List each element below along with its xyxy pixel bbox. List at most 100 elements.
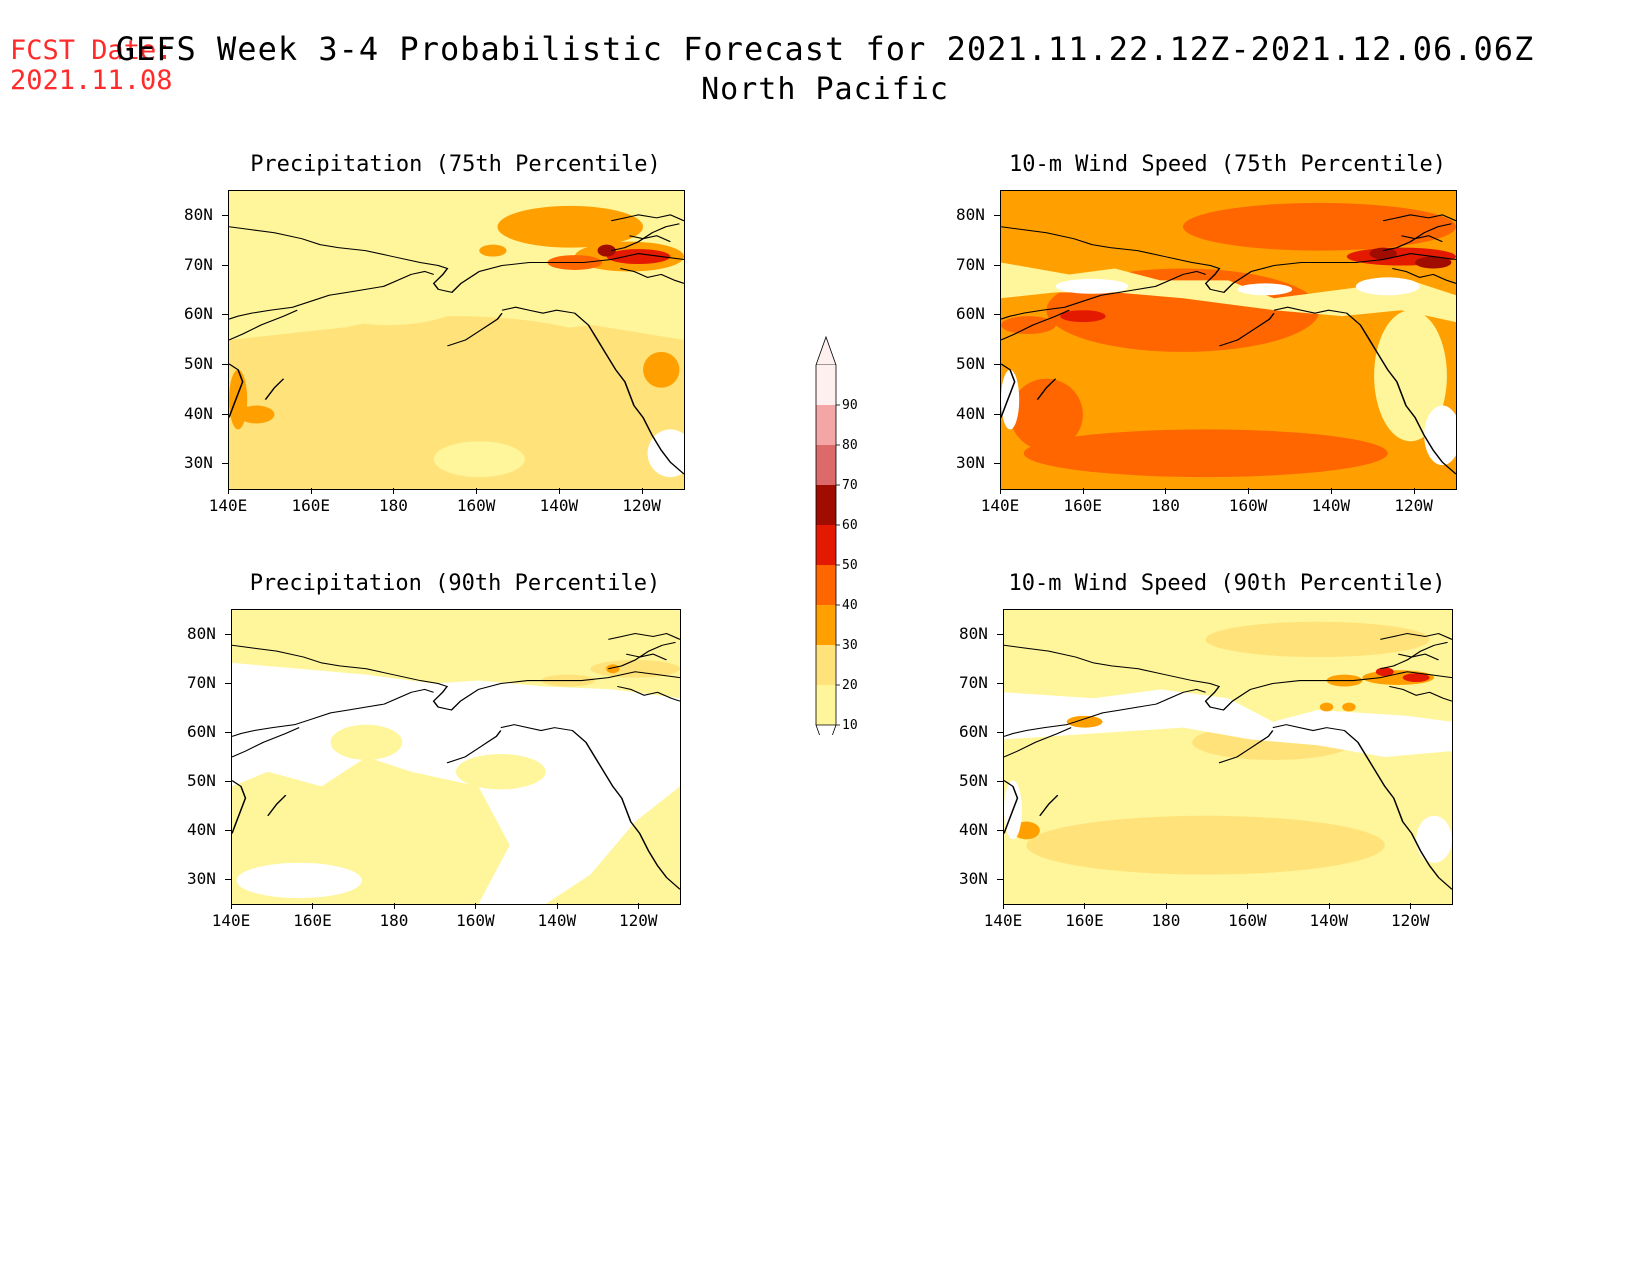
lon-tick-mark [1165, 903, 1167, 909]
lat-tick-label: 80N [184, 204, 213, 224]
lon-tick-mark [1413, 488, 1415, 494]
map-field [1004, 610, 1452, 904]
map-plot-area [1003, 609, 1453, 905]
legend-swatch [816, 565, 836, 605]
forecast-date-block: FCST Date: 2021.11.08 [10, 36, 173, 96]
lon-tick-mark [641, 488, 643, 494]
lon-tick-mark [393, 488, 395, 494]
lon-tick-mark [1410, 903, 1412, 909]
lon-tick-mark [228, 488, 229, 494]
lon-tick-label: 180 [379, 496, 408, 515]
lat-tick-mark [222, 463, 228, 465]
lon-tick-mark [231, 903, 232, 909]
lon-tick-mark [1000, 488, 1001, 494]
lat-tick-label: 60N [187, 721, 216, 741]
lat-tick-mark [997, 878, 1003, 880]
panel-title: 10-m Wind Speed (90th Percentile) [1008, 571, 1446, 596]
lat-tick-mark [994, 214, 1000, 216]
lon-tick-mark [1003, 903, 1004, 909]
lat-tick-label: 40N [187, 819, 216, 839]
lat-tick-label: 70N [959, 672, 988, 692]
forecast-date-value: 2021.11.08 [10, 65, 173, 96]
lat-tick-mark [997, 780, 1003, 782]
lon-tick-label: 140E [211, 911, 251, 930]
legend-label: 50 [842, 558, 858, 573]
lon-tick-label: 120W [1391, 911, 1430, 930]
legend-swatch [816, 605, 836, 645]
lon-tick-label: 180 [379, 911, 409, 930]
lat-tick-label: 40N [184, 403, 213, 423]
legend-label: 10 [842, 718, 858, 733]
lat-tick-label: 40N [956, 403, 985, 423]
color-legend: 90 80 70 60 50 40 30 20 10 [812, 335, 892, 755]
lon-tick-mark [558, 488, 560, 494]
legend-swatch [816, 445, 836, 485]
lon-tick-mark [476, 488, 478, 494]
lon-tick-label: 160W [1228, 911, 1267, 930]
lat-tick-mark [225, 633, 231, 635]
lon-tick-label: 120W [622, 496, 661, 515]
lat-tick-label: 60N [956, 304, 985, 324]
lon-tick-mark [1330, 488, 1332, 494]
legend-label: 80 [842, 438, 858, 453]
legend-label: 30 [842, 638, 858, 653]
region-subtitle: North Pacific [701, 72, 949, 107]
lat-tick-mark [997, 731, 1003, 733]
lon-tick-label: 140W [1309, 911, 1349, 930]
legend-label: 90 [842, 398, 858, 413]
lat-tick-label: 60N [184, 304, 213, 324]
lat-tick-mark [225, 682, 231, 684]
color-legend-bar: 90 80 70 60 50 40 30 20 10 [815, 335, 858, 755]
lat-tick-mark [997, 682, 1003, 684]
lon-tick-label: 140E [208, 496, 248, 515]
lat-tick-label: 50N [959, 770, 988, 790]
legend-swatch [816, 685, 836, 725]
forecast-title: GEFS Week 3-4 Probabilistic Forecast for… [115, 30, 1535, 68]
legend-swatch [816, 365, 836, 405]
lon-tick-label: 160W [1228, 496, 1268, 515]
map-field [232, 610, 680, 904]
lon-tick-mark [1165, 488, 1167, 494]
lon-tick-label: 180 [1151, 911, 1181, 930]
lat-tick-label: 80N [956, 204, 985, 224]
lat-tick-label: 40N [959, 819, 988, 839]
lon-tick-label: 160W [456, 911, 495, 930]
lon-tick-label: 140E [980, 496, 1020, 515]
legend-label: 60 [842, 518, 858, 533]
lat-tick-mark [222, 363, 228, 365]
lat-tick-mark [225, 780, 231, 782]
lat-tick-mark [997, 633, 1003, 635]
lat-tick-mark [994, 363, 1000, 365]
lat-tick-label: 70N [187, 672, 216, 692]
lon-tick-label: 120W [619, 911, 658, 930]
lon-tick-mark [312, 903, 314, 909]
lon-tick-label: 160W [456, 496, 496, 515]
lat-tick-mark [222, 314, 228, 316]
lon-tick-label: 140W [1311, 496, 1351, 515]
lon-tick-label: 140W [539, 496, 579, 515]
lat-tick-label: 60N [959, 721, 988, 741]
lon-tick-label: 160E [293, 911, 332, 930]
lon-tick-label: 160E [1065, 911, 1104, 930]
lon-tick-mark [475, 903, 477, 909]
lon-tick-label: 160E [291, 496, 330, 515]
lat-tick-label: 30N [959, 868, 988, 888]
legend-label: 20 [842, 678, 858, 693]
lat-tick-mark [225, 829, 231, 831]
lon-tick-mark [310, 488, 312, 494]
lat-tick-mark [225, 878, 231, 880]
lon-tick-mark [556, 903, 558, 909]
map-field [1001, 191, 1456, 489]
panel-title: 10-m Wind Speed (75th Percentile) [1008, 152, 1447, 177]
lat-tick-label: 50N [187, 770, 216, 790]
legend-label: 70 [842, 478, 858, 493]
legend-swatch [816, 645, 836, 685]
lon-tick-mark [1084, 903, 1086, 909]
map-plot-area [1000, 190, 1457, 490]
legend-swatch [816, 525, 836, 565]
lat-tick-label: 70N [956, 254, 985, 274]
lon-tick-label: 140E [983, 911, 1023, 930]
legend-swatch [816, 485, 836, 525]
lat-tick-label: 30N [184, 453, 213, 473]
map-plot-area [228, 190, 685, 490]
